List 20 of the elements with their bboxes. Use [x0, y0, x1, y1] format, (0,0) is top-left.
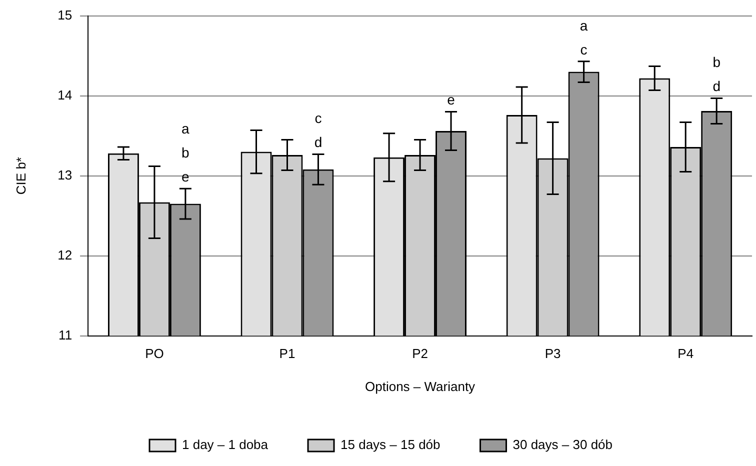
annotation: e	[447, 92, 456, 108]
legend-label: 1 day – 1 doba	[182, 437, 269, 452]
x-axis-title: Options – Warianty	[365, 378, 476, 394]
x-tick-label: P3	[544, 346, 561, 362]
y-tick-label: 14	[58, 87, 72, 102]
annotation: b d	[712, 54, 721, 94]
legend-label: 30 days – 30 dób	[512, 437, 613, 452]
x-tick-label: PO	[145, 346, 164, 362]
annotation: c d	[314, 110, 322, 150]
y-axis-title: CIE b*	[13, 157, 28, 195]
annotation: a b e	[182, 120, 190, 184]
legend-label: 15 days – 15 dób	[340, 437, 440, 452]
annotation: a c	[580, 17, 588, 58]
y-tick-label: 13	[58, 167, 72, 182]
x-tick-label: P4	[678, 346, 694, 362]
y-tick-label: 15	[58, 7, 72, 22]
x-tick-label: P2	[412, 346, 428, 362]
y-tick-label: 12	[58, 247, 72, 262]
y-tick-label: 11	[58, 327, 72, 342]
x-tick-label: P1	[279, 346, 296, 362]
